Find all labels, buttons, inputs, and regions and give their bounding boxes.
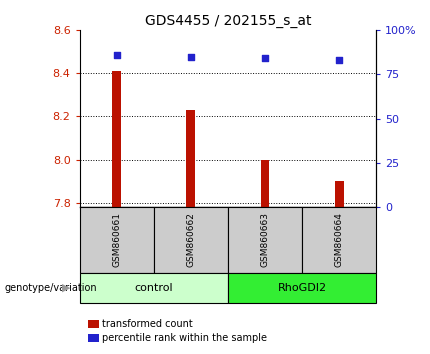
Bar xyxy=(228,207,302,273)
Text: control: control xyxy=(135,282,173,293)
Text: ▶: ▶ xyxy=(62,282,71,293)
Bar xyxy=(335,181,344,207)
Text: genotype/variation: genotype/variation xyxy=(4,282,97,293)
Bar xyxy=(112,71,121,207)
Bar xyxy=(302,207,376,273)
Bar xyxy=(186,110,195,207)
Text: RhoGDI2: RhoGDI2 xyxy=(277,282,327,293)
Title: GDS4455 / 202155_s_at: GDS4455 / 202155_s_at xyxy=(144,14,311,28)
Point xyxy=(187,54,194,59)
Point xyxy=(113,52,120,58)
Text: GSM860664: GSM860664 xyxy=(335,212,344,267)
Text: GSM860662: GSM860662 xyxy=(186,212,195,267)
Text: GSM860661: GSM860661 xyxy=(112,212,121,267)
Bar xyxy=(80,273,228,303)
Text: percentile rank within the sample: percentile rank within the sample xyxy=(102,333,267,343)
Bar xyxy=(228,273,376,303)
Text: GSM860663: GSM860663 xyxy=(261,212,270,267)
Bar xyxy=(261,160,270,207)
Bar xyxy=(80,207,154,273)
Bar xyxy=(154,207,228,273)
Point xyxy=(261,56,268,61)
Point xyxy=(336,57,343,63)
Text: transformed count: transformed count xyxy=(102,319,193,329)
